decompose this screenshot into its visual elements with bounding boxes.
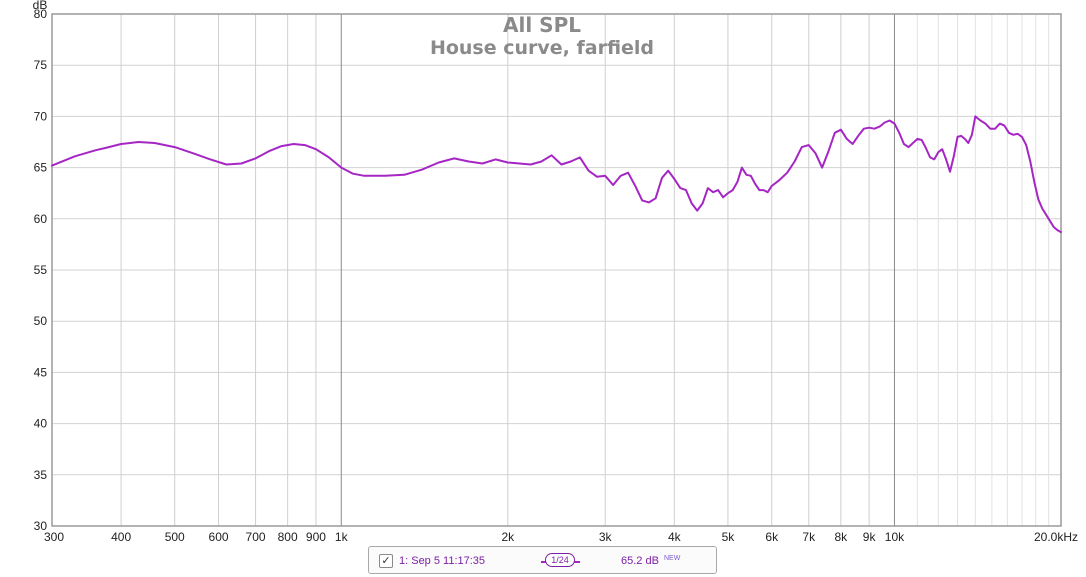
y-tick-label: 45 [34, 365, 48, 379]
y-tick-label: 50 [34, 314, 48, 328]
smoothing-denominator: 24 [558, 555, 569, 565]
x-tick-label: 9k [863, 530, 877, 544]
measurement-legend: ✓ 1: Sep 5 11:17:35 1/24 65.2 dB NEW [368, 546, 717, 574]
series-layer [51, 115, 1062, 234]
chart-subtitle: House curve, farfield [430, 37, 654, 59]
x-tick-label: 800 [278, 530, 298, 544]
x-tick-label: 500 [165, 530, 185, 544]
y-tick-label: 60 [34, 212, 48, 226]
x-tick-label: 5k [722, 530, 736, 544]
y-tick-label: 35 [34, 468, 48, 482]
smoothing-numerator: 1 [551, 555, 557, 565]
smoothing-indicator[interactable]: 1/24 [541, 553, 581, 569]
smoothing-line-right [574, 561, 580, 563]
y-tick-label: 40 [34, 417, 48, 431]
x-tick-label: 8k [835, 530, 849, 544]
y-tick-label: 70 [34, 109, 48, 123]
x-tick-label: 600 [209, 530, 229, 544]
grid [52, 14, 1061, 526]
x-tick-label: 7k [802, 530, 816, 544]
axis-labels: 30 35 40 45 50 55 60 65 70 75 80 300 400 500 600 700 800… [34, 7, 1078, 544]
measurement-level: 65.2 dB [621, 555, 659, 567]
plot-frame [51, 13, 1062, 527]
x-tick-label: 2k [501, 530, 515, 544]
measurement-visibility-checkbox[interactable]: ✓ [379, 554, 393, 568]
series-line-1 [51, 115, 1062, 234]
x-tick-label: 700 [246, 530, 266, 544]
x-tick-label: 4k [668, 530, 682, 544]
x-tick-label: 1k [335, 530, 349, 544]
x-tick-label: 300 [44, 530, 64, 544]
y-tick-label: 30 [34, 519, 48, 533]
y-tick-label: 55 [34, 263, 48, 277]
smoothing-line-left [541, 561, 547, 563]
new-badge: NEW [664, 555, 681, 562]
y-tick-label: 75 [34, 58, 48, 72]
x-tick-label: 3k [599, 530, 613, 544]
x-tick-label: 900 [306, 530, 326, 544]
x-tick-label: 20.0kHz [1034, 530, 1078, 544]
x-tick-label: 400 [111, 530, 131, 544]
chart-title: All SPL [503, 13, 581, 37]
y-axis-unit-label: dB [33, 0, 48, 12]
y-tick-label: 80 [34, 7, 48, 21]
x-tick-label: 10k [885, 530, 905, 544]
y-tick-label: 65 [34, 161, 48, 175]
x-tick-label: 6k [765, 530, 779, 544]
measurement-name[interactable]: 1: Sep 5 11:17:35 [399, 555, 486, 567]
smoothing-fraction: 1/24 [545, 553, 575, 567]
